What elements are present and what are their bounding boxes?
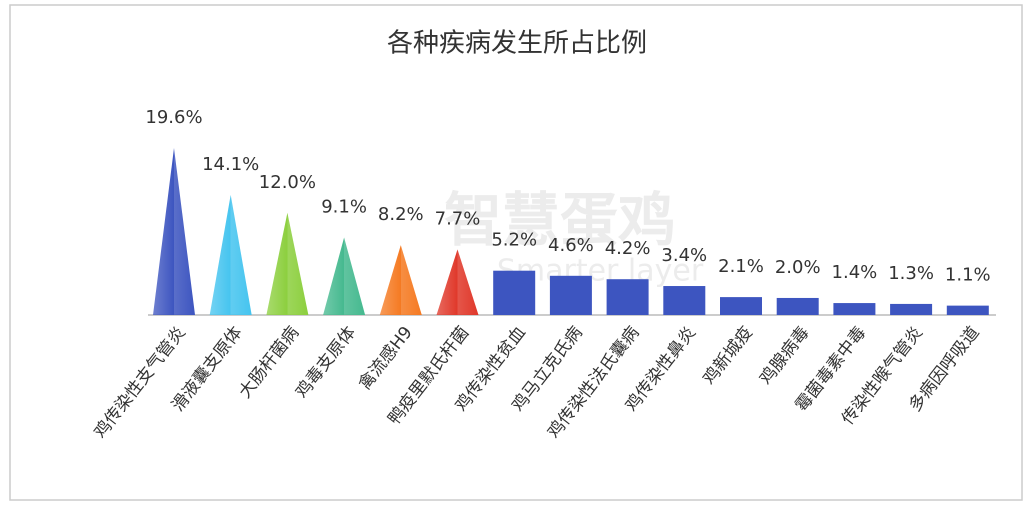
value-label: 4.6% [548,235,594,256]
value-label: 9.1% [321,196,367,217]
value-label: 4.2% [605,238,651,259]
value-label: 12.0% [259,172,316,193]
bar [890,303,933,315]
bar [493,270,536,315]
bar [606,279,649,315]
pyramid-bar [379,245,422,315]
value-label: 19.6% [145,107,202,128]
pyramid-bar [436,249,479,315]
value-label: 2.1% [718,256,764,277]
bar [833,303,876,315]
value-label: 2.0% [775,257,821,278]
chart-title: 各种疾病发生所占比例 [387,29,647,59]
bar [720,297,762,315]
value-label: 1.1% [945,265,991,286]
pyramid-bar [153,148,195,315]
pyramid-bar [209,194,252,315]
pyramid-bar [323,237,366,315]
value-label: 8.2% [378,204,424,225]
value-label: 7.7% [435,208,481,229]
value-label: 5.2% [491,230,537,251]
pyramid-bar [266,212,309,315]
value-label: 1.3% [888,263,934,284]
bar [549,275,592,315]
value-label: 3.4% [661,245,707,266]
value-label: 14.1% [202,154,259,175]
watermark: 智慧蛋鸡 [444,186,676,254]
bar [663,286,706,315]
value-label: 1.4% [832,262,878,283]
bar [776,297,819,315]
bar [946,305,989,315]
